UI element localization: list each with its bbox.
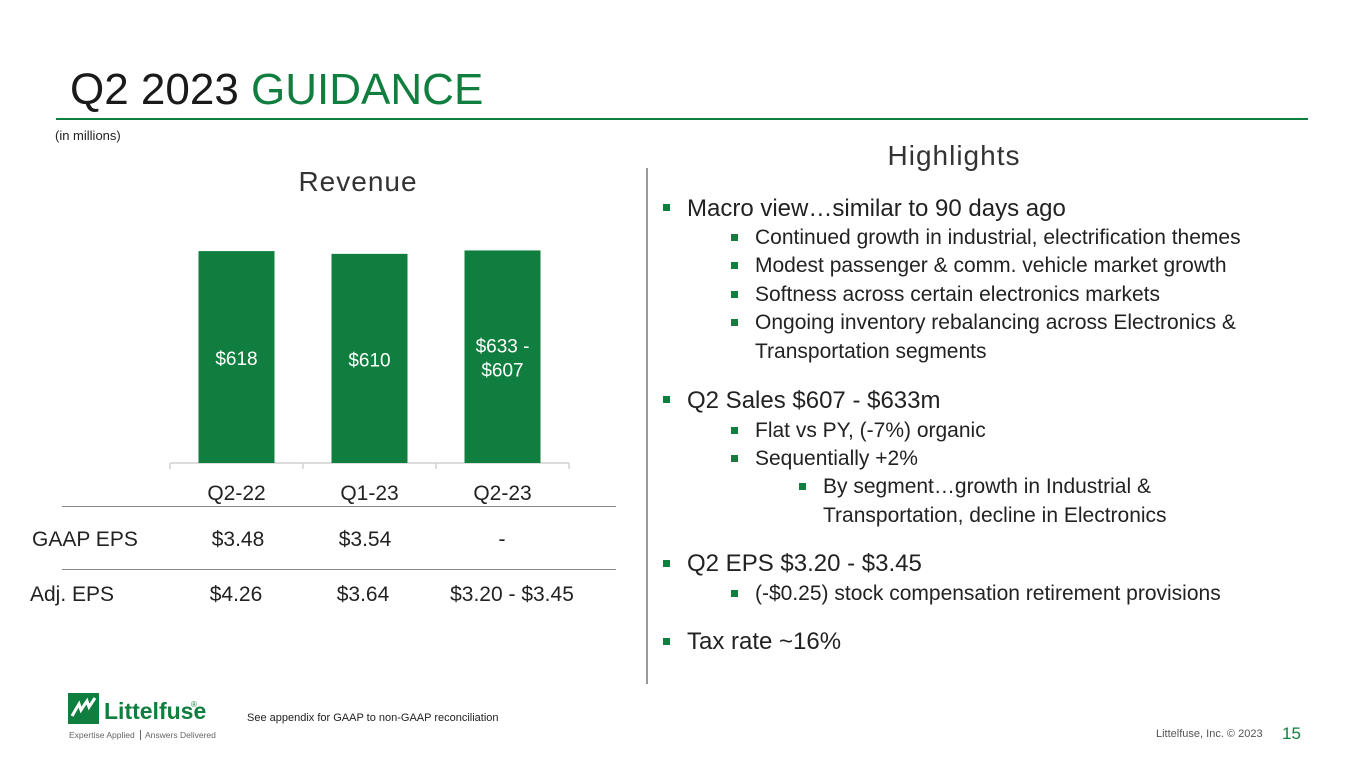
bullet-square-icon <box>663 396 670 403</box>
chart-title: Revenue <box>298 166 418 197</box>
bullet-square-icon <box>731 262 738 269</box>
bullet-square-icon <box>731 319 738 326</box>
highlight-vehicle-growth: Modest passenger & comm. vehicle market … <box>755 254 1227 277</box>
revenue-bar-label-q2-23: $633 - <box>476 337 530 358</box>
revenue-bar-q2-23 <box>464 250 541 463</box>
title-prefix: Q2 2023 <box>70 65 239 114</box>
footnote: See appendix for GAAP to non-GAAP reconc… <box>247 712 499 724</box>
revenue-bar-q2-22 <box>198 251 275 463</box>
page-number: 15 <box>1282 724 1301 743</box>
revenue-bar-label-q2-23: $607 <box>481 361 523 382</box>
highlight-inventory-rebalancing-cont: Transportation segments <box>755 340 987 363</box>
highlights-title: Highlights <box>887 140 1021 171</box>
revenue-bar-label-q2-22: $618 <box>215 349 257 370</box>
eps-row-label-adj: Adj. EPS <box>30 583 115 606</box>
x-tick-label-q2-22: Q2-22 <box>207 482 265 505</box>
eps-table-mid-rule <box>62 569 616 570</box>
bullet-square-icon <box>663 560 670 567</box>
logo-registered-mark: ® <box>191 700 197 709</box>
page-title: Q2 2023 GUIDANCE <box>70 64 483 116</box>
eps-adj-q1-23: $3.64 <box>336 583 390 606</box>
bullet-square-icon <box>731 590 738 597</box>
eps-gaap-q2-22: $3.48 <box>211 528 265 551</box>
title-accent: GUIDANCE <box>251 65 484 114</box>
logo-tagline-separator <box>140 730 141 740</box>
highlight-sequential: Sequentially +2% <box>755 447 918 470</box>
eps-table-top-rule <box>62 506 616 507</box>
bullet-square-icon <box>731 455 738 462</box>
bullet-square-icon <box>731 427 738 434</box>
title-divider <box>56 118 1308 120</box>
highlight-by-segment-cont: Transportation, decline in Electronics <box>823 504 1167 527</box>
highlight-electronics-softness: Softness across certain electronics mark… <box>755 283 1160 306</box>
bullet-square-icon <box>663 204 670 211</box>
column-divider <box>646 168 648 684</box>
highlight-inventory-rebalancing: Ongoing inventory rebalancing across Ele… <box>755 311 1236 334</box>
bullet-square-icon <box>799 483 806 490</box>
bullet-square-icon <box>663 638 670 645</box>
logo-waveform-icon <box>70 697 97 717</box>
eps-adj-q2-22: $4.26 <box>209 583 263 606</box>
eps-gaap-q2-23: - <box>498 528 506 551</box>
highlight-q2-eps: Q2 EPS $3.20 - $3.45 <box>687 550 922 577</box>
x-tick-label-q2-23: Q2-23 <box>473 482 531 505</box>
highlight-industrial-growth: Continued growth in industrial, electrif… <box>755 226 1241 249</box>
copyright: Littelfuse, Inc. © 2023 <box>1156 728 1263 740</box>
revenue-bar-q1-23 <box>331 253 408 463</box>
bullet-square-icon <box>731 234 738 241</box>
eps-adj-q2-23: $3.20 - $3.45 <box>450 583 574 606</box>
highlight-by-segment: By segment…growth in Industrial & <box>823 475 1151 498</box>
logo-wordmark: Littelfuse <box>104 698 206 724</box>
logo-tagline-left: Expertise Applied <box>69 730 135 740</box>
x-tick-label-q1-23: Q1-23 <box>340 482 398 505</box>
highlight-q2-sales: Q2 Sales $607 - $633m <box>687 387 941 414</box>
logo-tagline-right: Answers Delivered <box>145 730 216 740</box>
highlight-macro-view: Macro view…similar to 90 days ago <box>687 195 1066 222</box>
littelfuse-logo: Littelfuse ® Expertise Applied Answers D… <box>68 693 216 740</box>
highlight-tax-rate: Tax rate ~16% <box>687 628 842 655</box>
eps-gaap-q1-23: $3.54 <box>338 528 392 551</box>
eps-row-label-gaap: GAAP EPS <box>32 528 138 551</box>
bullet-square-icon <box>731 291 738 298</box>
revenue-bar-chart: $618 Q2-22 $610 Q1-23 $633 - $607 Q2-23 <box>169 250 570 505</box>
units-note: (in millions) <box>55 128 121 143</box>
revenue-bar-label-q1-23: $610 <box>348 350 390 371</box>
highlight-stock-comp: (-$0.25) stock compensation retirement p… <box>755 582 1221 605</box>
highlight-flat-vs-py: Flat vs PY, (-7%) organic <box>755 419 986 442</box>
